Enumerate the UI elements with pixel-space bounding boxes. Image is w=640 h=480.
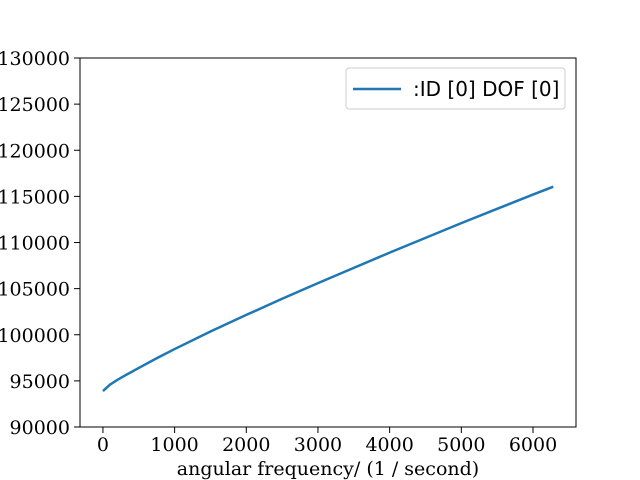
y-tick-label: 120000 [0, 140, 70, 162]
series-layer [102, 185, 554, 392]
x-tick-label: 5000 [437, 434, 485, 456]
y-tick-label: 90000 [10, 417, 70, 439]
y-tick-label: 130000 [0, 48, 70, 70]
y-tick-label: 105000 [0, 279, 70, 301]
x-tick-label: 1000 [150, 434, 198, 456]
x-tick-label: 2000 [222, 434, 270, 456]
ticks-layer: 0 1000 2000 3000 4000 5000 6000 90000 95000 10000… [0, 48, 557, 456]
x-tick-label: 4000 [365, 434, 413, 456]
y-tick-label: 100000 [0, 325, 70, 347]
y-tick-label: 110000 [0, 233, 70, 255]
legend: :ID [0] DOF [0] [345, 67, 566, 110]
x-tick-label: 6000 [509, 434, 557, 456]
x-tick-label: 0 [97, 434, 109, 456]
y-tick-label: 125000 [0, 94, 70, 116]
series-line [102, 185, 554, 392]
y-tick-label: 115000 [0, 186, 70, 208]
x-axis-label: angular frequency/ (1 / second) [177, 458, 479, 480]
legend-box [345, 67, 566, 110]
x-tick-label: 3000 [294, 434, 342, 456]
legend-label: :ID [0] DOF [0] [413, 77, 559, 101]
plot-frame [79, 57, 577, 428]
y-tick-label: 95000 [10, 371, 70, 393]
